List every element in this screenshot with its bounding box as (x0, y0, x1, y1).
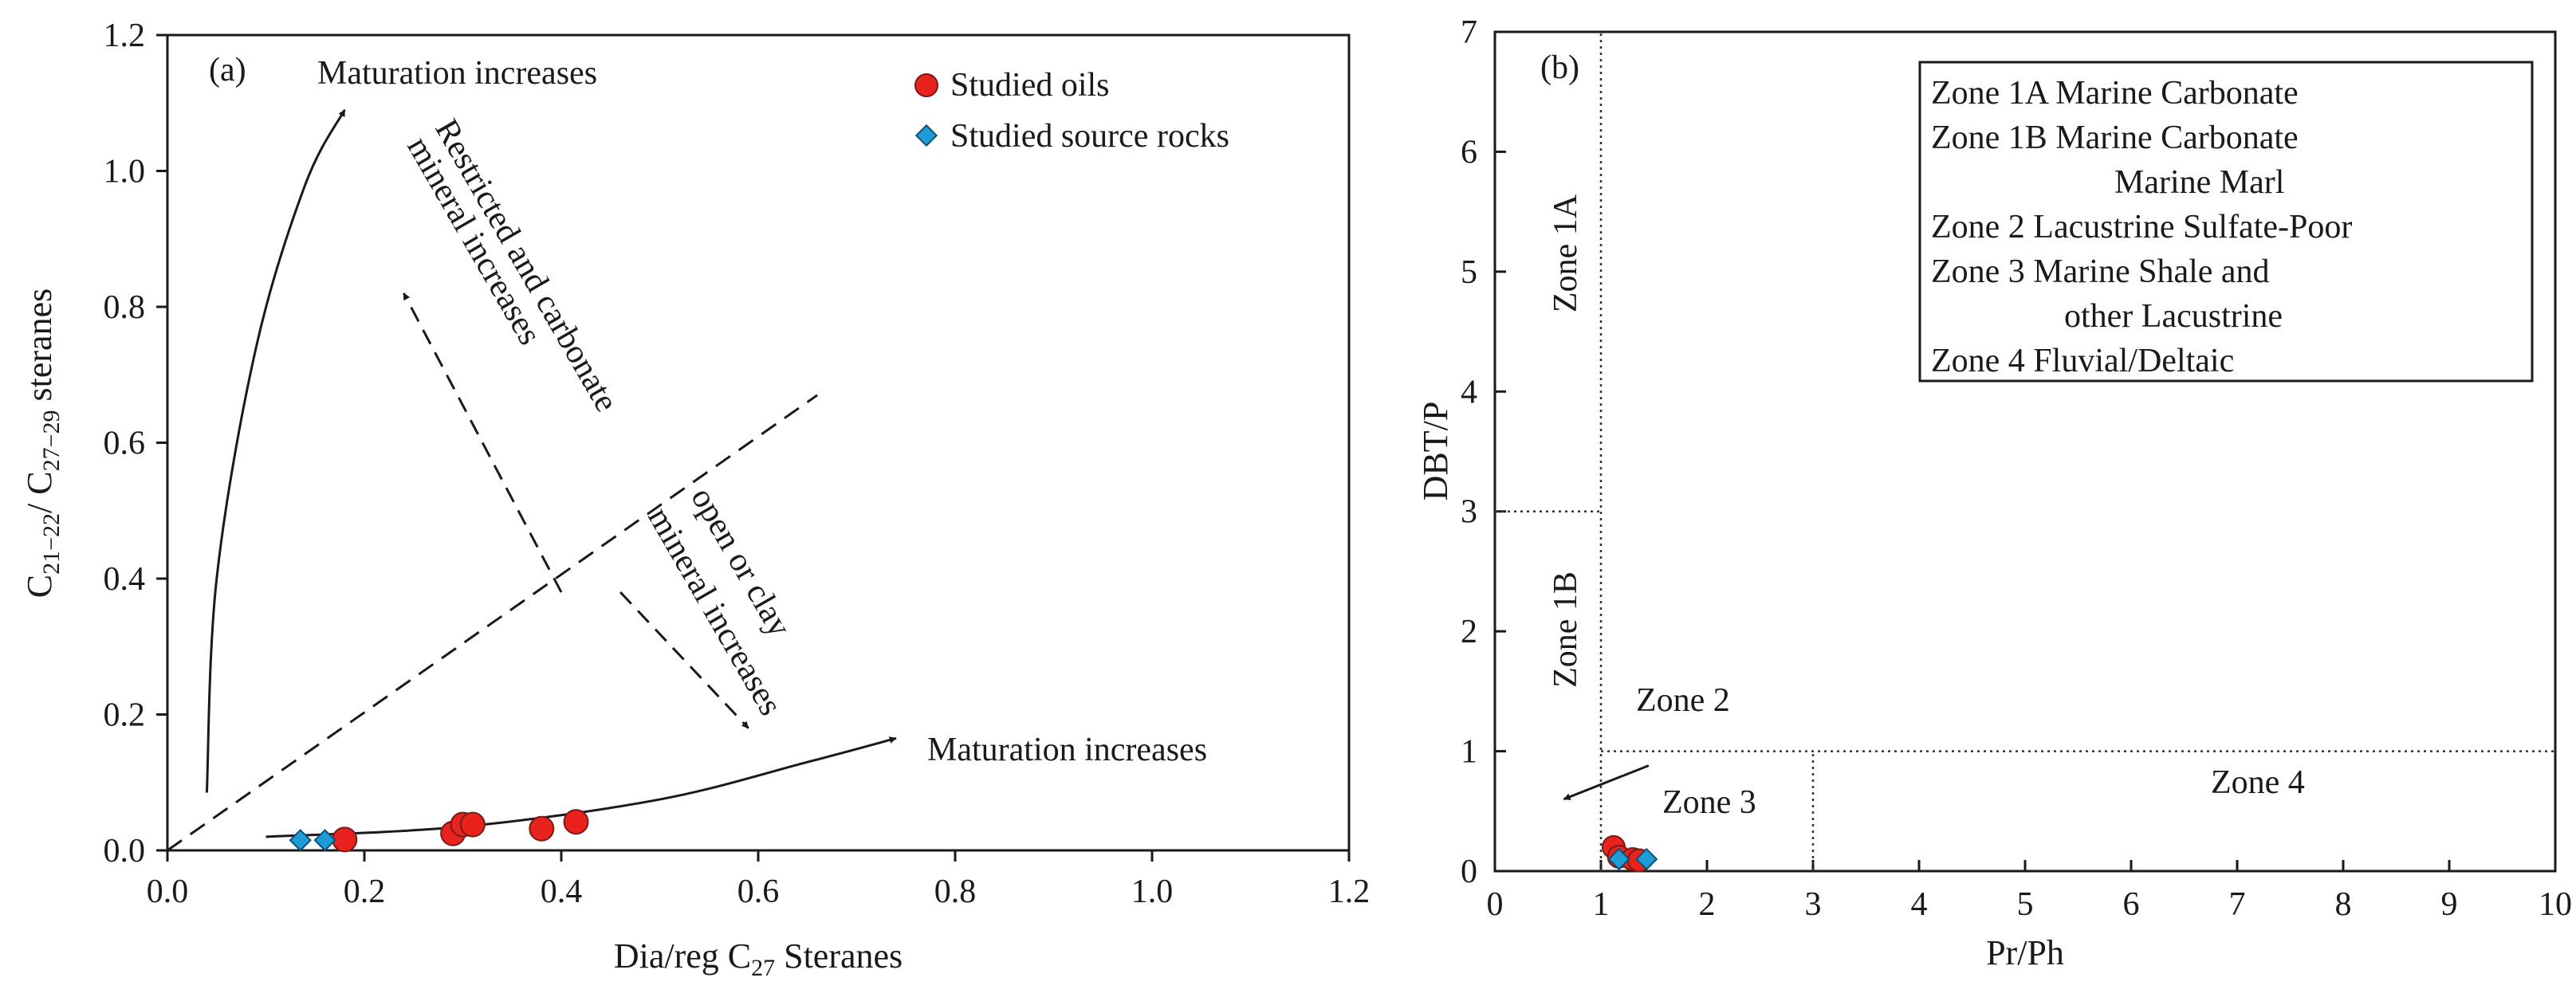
panel-b-x-tick-label: 4 (1911, 886, 1928, 923)
panel-a-dashed-divider (167, 394, 818, 852)
panel-a-point-studied-oil (529, 815, 555, 842)
panel-b-tag: (b) (1540, 49, 1579, 86)
panel-b-x-tick-label: 3 (1805, 886, 1822, 923)
panel-b-y-tick-label: 1 (1461, 734, 1477, 771)
panel-a-y-tick-label: 1.2 (104, 18, 146, 54)
panel-b-legend: Zone 1A Marine Carbonate Zone 1B Marine … (1918, 61, 2534, 383)
panel-b-x-tick-label: 7 (2229, 886, 2246, 923)
panel-b-x-ticks: 0 1 2 3 4 5 6 7 8 9 10 (1487, 860, 2572, 923)
panel-b-zone2-arrow (1563, 764, 1650, 801)
legend-zone-2: Zone 2 Lacustrine Sulfate-Poor (1931, 209, 2352, 245)
legend-zone-1b: Zone 1B Marine Carbonate (1931, 120, 2299, 156)
legend-label-studied-source-rocks: Studied source rocks (950, 118, 1229, 155)
panel-b-x-tick-label: 8 (2335, 886, 2352, 923)
legend-zone-4: Zone 4 Fluvial/Deltaic (1931, 343, 2234, 379)
legend-marker-studied-source-rocks (914, 124, 938, 147)
panel-b-y-tick-label: 3 (1461, 494, 1477, 531)
panel-a-x-tick-label: 1.2 (1328, 873, 1371, 910)
legend-label-studied-oils: Studied oils (950, 67, 1110, 104)
panel-a-x-tick-label: 0.2 (344, 873, 386, 910)
panel-a-y-tick-label: 1.0 (104, 154, 146, 190)
panel-a-x-ticks: 0.0 0.2 0.4 0.6 0.8 1.0 1.2 (147, 850, 1371, 910)
panel-a-annotation-maturation-right: Maturation increases (927, 732, 1207, 768)
panel-b-y-tick-label: 4 (1461, 374, 1477, 410)
panel-b-y-tick-label: 6 (1461, 134, 1477, 171)
panel-b-x-tick-label: 1 (1593, 886, 1610, 923)
panel-b-x-tick-label: 9 (2441, 886, 2458, 923)
legend-zone-1a: Zone 1A Marine Carbonate (1931, 75, 2299, 112)
legend-zone-3-cont: other Lacustrine (2064, 298, 2283, 335)
panel-b-zone-3-label: Zone 3 (1662, 784, 1756, 821)
panel-a-annotation-maturation-top: Maturation increases (317, 55, 597, 92)
panel-b-zone-1a-label: Zone 1A (1548, 194, 1584, 312)
panel-b-zone-1b-label: Zone 1B (1548, 571, 1584, 688)
panel-b-x-tick-label: 6 (2123, 886, 2140, 923)
panel-a-maturation-curve-vertical (205, 108, 346, 793)
legend-marker-studied-oils (914, 73, 938, 97)
panel-b: (b) 0 1 2 3 4 5 6 7 8 9 10 0 1 2 3 4 5 6 7 Pr/Ph DBT/P Zo… (1416, 14, 2572, 972)
panel-a-x-tick-label: 0.6 (737, 873, 780, 910)
panel-a-point-studied-oil (563, 809, 589, 835)
panel-b-legend-box (1918, 61, 2534, 383)
panel-a-point-source-rock (289, 829, 312, 852)
panel-a-legend: Studied oils Studied source rocks (914, 67, 1229, 155)
panel-a-y-tick-label: 0.6 (104, 426, 146, 462)
panel-a-y-tick-label: 0.2 (104, 697, 146, 734)
panel-a-point-studied-oil (459, 811, 486, 838)
panel-b-x-axis-label: Pr/Ph (1986, 933, 2064, 972)
panel-b-y-tick-label: 2 (1461, 614, 1477, 650)
panel-b-x-tick-label: 2 (1699, 886, 1716, 923)
panel-a-data-points (289, 809, 589, 853)
panel-a-x-tick-label: 0.4 (541, 873, 583, 910)
panel-b-y-tick-label: 5 (1461, 254, 1477, 291)
panel-a-point-source-rock (313, 829, 336, 852)
panel-a-x-tick-label: 1.0 (1131, 873, 1174, 910)
legend-zone-3: Zone 3 Marine Shale and (1931, 253, 2270, 290)
panel-a: (a) 0.0 0.2 0.4 0.6 0.8 1.0 1.2 0.00.20.40.60.… (20, 18, 1370, 981)
panel-a-y-ticks: 0.0 0.2 0.4 0.6 0.8 1.0 1.2 (104, 18, 167, 870)
panel-b-x-tick-label: 5 (2017, 886, 2034, 923)
panel-a-x-tick-label: 0.8 (934, 873, 977, 910)
panel-b-y-tick-label: 7 (1461, 14, 1477, 51)
panel-b-zone-2-label: Zone 2 (1636, 682, 1730, 719)
panel-b-y-ticks: 0 1 2 3 4 5 6 7 (1461, 14, 1506, 890)
panel-b-point-source-rock (1635, 847, 1658, 871)
legend-zone-1b-cont: Marine Marl (2114, 164, 2284, 201)
panel-a-y-tick-label: 0.4 (104, 561, 146, 598)
panel-a-arrow-restricted (403, 292, 563, 593)
panel-b-y-axis-label: DBT/P (1416, 402, 1455, 501)
panel-b-zone-4-label: Zone 4 (2211, 764, 2305, 801)
panel-b-point-source-rock (1607, 847, 1630, 871)
panel-b-x-tick-label: 10 (2539, 886, 2572, 923)
panel-a-arrow-open (619, 591, 749, 729)
panel-a-annotation-restricted-1: Restricted and carbonate (427, 113, 624, 418)
panel-a-maturation-curve-horizontal (265, 736, 897, 838)
panel-a-x-axis-label: Dia/reg C27 Steranes (614, 936, 903, 981)
panel-a-point-studied-oil (332, 826, 358, 853)
panel-b-y-tick-label: 0 (1461, 854, 1477, 890)
panel-b-data-points (1601, 834, 1658, 873)
panel-b-x-tick-label: 0 (1487, 886, 1504, 923)
panel-a-x-tick-label: 0.0 (147, 873, 189, 910)
panel-a-y-tick-label: 0.0 (104, 833, 146, 870)
panel-a-y-axis-label: C21−22/ C27−29 steranes (20, 289, 65, 599)
panel-a-plot-frame (166, 33, 1351, 852)
panel-a-y-tick-label: 0.8 (104, 289, 146, 326)
panel-a-tag: (a) (209, 52, 246, 88)
